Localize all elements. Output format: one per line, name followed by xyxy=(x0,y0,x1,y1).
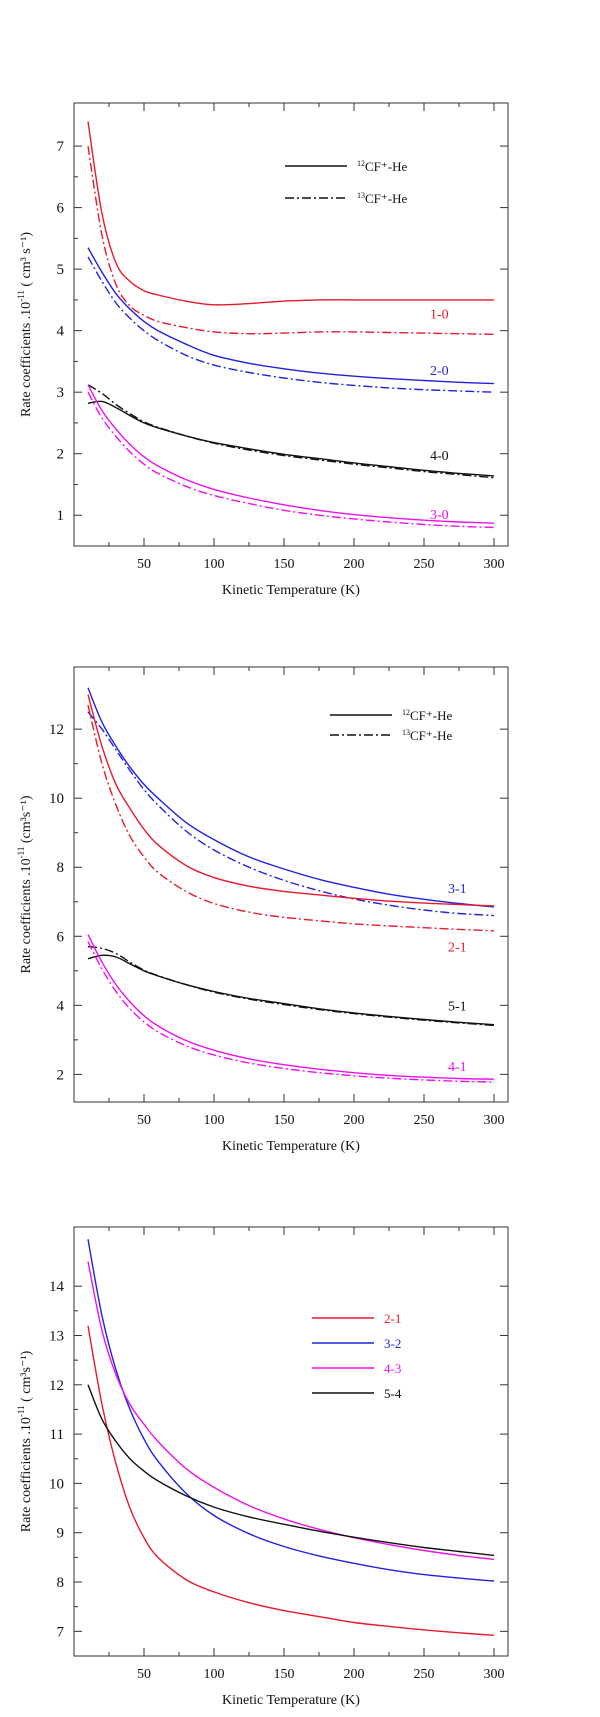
x-tick-label: 50 xyxy=(137,557,151,572)
plot-frame xyxy=(73,1226,509,1657)
x-tick-label: 250 xyxy=(414,1113,435,1128)
curve-label-2-1: 2-1 xyxy=(448,941,467,956)
y-tick-label: 5 xyxy=(57,262,65,278)
series-line-2-1 xyxy=(87,1325,495,1636)
y-tick-label: 6 xyxy=(57,929,65,945)
series-line-1-0-13cf xyxy=(87,145,495,335)
x-tick-label: 100 xyxy=(204,557,225,572)
legend-label: 12CF⁺-He xyxy=(402,708,452,723)
y-tick-label: 12 xyxy=(49,722,64,738)
y-tick-label: 10 xyxy=(49,791,64,807)
series-line-3-1-13cf xyxy=(87,711,495,917)
plot-frame xyxy=(73,102,509,547)
x-tick-label: 200 xyxy=(344,1113,365,1128)
y-tick-label: 8 xyxy=(57,860,65,876)
x-tick-label: 150 xyxy=(274,557,295,572)
curve-label-4-1: 4-1 xyxy=(448,1060,467,1075)
series-line-5-1-13cf xyxy=(87,945,495,1027)
legend-label: 13CF⁺-He xyxy=(402,728,452,743)
y-tick-label: 12 xyxy=(49,1378,64,1394)
legend: 12CF⁺-He 13CF⁺-He xyxy=(285,159,407,206)
chart-panel-3: 50 100 150 200 250 300 7 8 9 10 11 12 13 14 Kinetic Te… xyxy=(16,1226,509,1708)
series-line-1-0-12cf xyxy=(87,121,494,306)
series-line-3-0-12cf xyxy=(87,384,495,524)
legend-label: 12CF⁺-He xyxy=(357,159,407,174)
series-line-4-1-13cf xyxy=(87,941,495,1083)
y-axis-label: Rate coefficients .10-11 ( cm³ s⁻¹) xyxy=(16,232,34,417)
x-axis-label: Kinetic Temperature (K) xyxy=(222,583,360,598)
series-line-5-1-12cf xyxy=(87,954,495,1026)
y-tick-label: 13 xyxy=(49,1328,64,1344)
y-tick-label: 8 xyxy=(57,1575,65,1591)
series-line-4-0-13cf xyxy=(87,384,495,479)
x-tick-label: 100 xyxy=(204,1667,225,1682)
series-line-2-0-13cf xyxy=(87,256,495,393)
y-tick-label: 4 xyxy=(57,324,65,340)
y-axis-label: Rate coefficients .10-11 ( cm³s⁻¹) xyxy=(16,1350,34,1532)
series-line-3-0-13cf xyxy=(87,391,495,529)
curve-label-4-0: 4-0 xyxy=(430,449,449,464)
x-tick-label: 200 xyxy=(344,557,365,572)
x-tick-label: 50 xyxy=(137,1113,151,1128)
x-tick-label: 150 xyxy=(274,1113,295,1128)
legend-label: 13CF⁺-He xyxy=(357,191,407,206)
y-tick-label: 6 xyxy=(57,201,65,217)
y-axis-label: Rate coefficients .10-11 (cm³s⁻¹) xyxy=(16,795,34,973)
y-tick-label: 10 xyxy=(49,1476,64,1492)
y-tick-label: 1 xyxy=(57,508,65,524)
legend-label: 3-2 xyxy=(384,1336,401,1351)
curve-label-3-1: 3-1 xyxy=(448,882,467,897)
y-tick-label: 7 xyxy=(57,139,65,155)
y-tick-label: 4 xyxy=(57,998,65,1014)
x-axis-label: Kinetic Temperature (K) xyxy=(222,1693,360,1708)
y-tick-label: 2 xyxy=(57,447,65,463)
legend-label: 4-3 xyxy=(384,1361,401,1376)
plot-frame xyxy=(73,666,509,1103)
curve-label-3-0: 3-0 xyxy=(430,508,449,523)
series-line-4-0-12cf xyxy=(87,400,495,477)
series-line-3-2 xyxy=(87,1239,495,1582)
curve-label-2-0: 2-0 xyxy=(430,364,449,379)
series-line-2-1-12cf xyxy=(87,694,495,907)
series-line-4-3 xyxy=(87,1261,495,1561)
x-tick-label: 300 xyxy=(484,557,505,572)
y-tick-label: 7 xyxy=(57,1624,65,1640)
legend: 2-1 3-2 4-3 5-4 xyxy=(312,1311,402,1401)
chart-panel-2: 50 100 150 200 250 300 2 4 6 8 10 12 Kinetic Tempera… xyxy=(16,666,509,1154)
curve-label-1-0: 1-0 xyxy=(430,307,449,322)
x-tick-label: 150 xyxy=(274,1667,295,1682)
y-tick-label: 14 xyxy=(49,1279,65,1295)
series-line-3-1-12cf xyxy=(87,687,495,908)
x-tick-label: 100 xyxy=(204,1113,225,1128)
chart-panel-1: 50 100 150 200 250 300 1 2 3 4 5 6 7 Kinetic Temperat… xyxy=(16,102,509,598)
series-line-2-0-12cf xyxy=(87,247,495,385)
x-tick-label: 300 xyxy=(484,1113,505,1128)
x-axis-label: Kinetic Temperature (K) xyxy=(222,1139,360,1154)
series-line-4-1-12cf xyxy=(87,934,495,1080)
y-tick-label: 2 xyxy=(57,1067,65,1083)
x-tick-label: 50 xyxy=(137,1667,151,1682)
y-tick-label: 3 xyxy=(57,385,65,401)
curve-label-5-1: 5-1 xyxy=(448,999,467,1014)
legend-label: 2-1 xyxy=(384,1311,401,1326)
legend-label: 5-4 xyxy=(384,1386,402,1401)
x-tick-label: 300 xyxy=(484,1667,505,1682)
y-tick-label: 11 xyxy=(50,1427,64,1443)
y-tick-label: 9 xyxy=(57,1526,65,1542)
series-line-2-1-13cf xyxy=(87,704,495,932)
x-tick-label: 250 xyxy=(414,557,435,572)
x-tick-label: 250 xyxy=(414,1667,435,1682)
x-tick-label: 200 xyxy=(344,1667,365,1682)
series-line-5-4 xyxy=(87,1384,495,1557)
legend: 12CF⁺-He 13CF⁺-He xyxy=(330,708,452,743)
